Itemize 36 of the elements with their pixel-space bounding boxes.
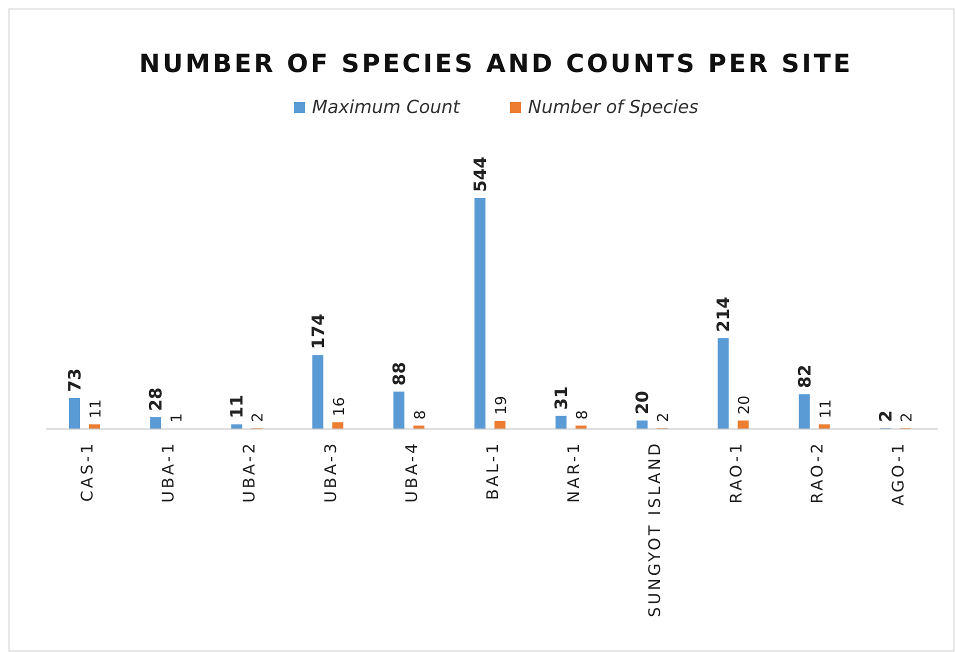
x-tick-label: UBA-2 (240, 441, 259, 503)
data-label: 2 (897, 412, 916, 422)
x-tick-label: BAL-1 (483, 441, 502, 500)
x-tick-label: RAO-2 (807, 441, 826, 504)
legend-label: Maximum Count (312, 97, 461, 118)
data-label: 2 (876, 410, 896, 422)
data-label: 544 (470, 156, 491, 192)
data-label: 20 (735, 395, 754, 415)
data-label: 82 (795, 364, 816, 388)
x-tick-label: UBA-3 (320, 441, 340, 503)
x-tick-label: UBA-4 (402, 441, 421, 503)
data-label: 31 (552, 386, 572, 410)
data-label: 2 (654, 412, 672, 422)
data-label: 11 (228, 394, 248, 418)
data-label: 20 (633, 390, 654, 415)
x-tick-label: NAR-1 (564, 441, 584, 503)
x-tick-label: CAS-1 (78, 441, 97, 502)
data-label: 1 (168, 413, 186, 423)
legend-label: Number of Species (528, 97, 698, 118)
data-label: 8 (573, 410, 592, 420)
x-tick-label: AGO-1 (888, 441, 908, 506)
data-label: 214 (714, 296, 734, 332)
data-label: 11 (86, 399, 104, 418)
chart-title: NUMBER OF SPECIES AND COUNTS PER SITE (139, 49, 853, 78)
data-label: 73 (66, 368, 86, 392)
data-label: 19 (492, 396, 510, 415)
data-label: 2 (248, 412, 267, 422)
data-label: 8 (410, 410, 429, 420)
data-label: 28 (146, 387, 167, 412)
x-tick-label: SUNGYOT ISLAND (645, 441, 664, 618)
x-tick-label: RAO-1 (726, 441, 746, 504)
data-label: 88 (390, 362, 410, 386)
data-label: 174 (308, 313, 329, 350)
data-label: 16 (330, 397, 348, 416)
data-label: 11 (816, 399, 834, 418)
x-tick-label: UBA-1 (158, 441, 178, 503)
